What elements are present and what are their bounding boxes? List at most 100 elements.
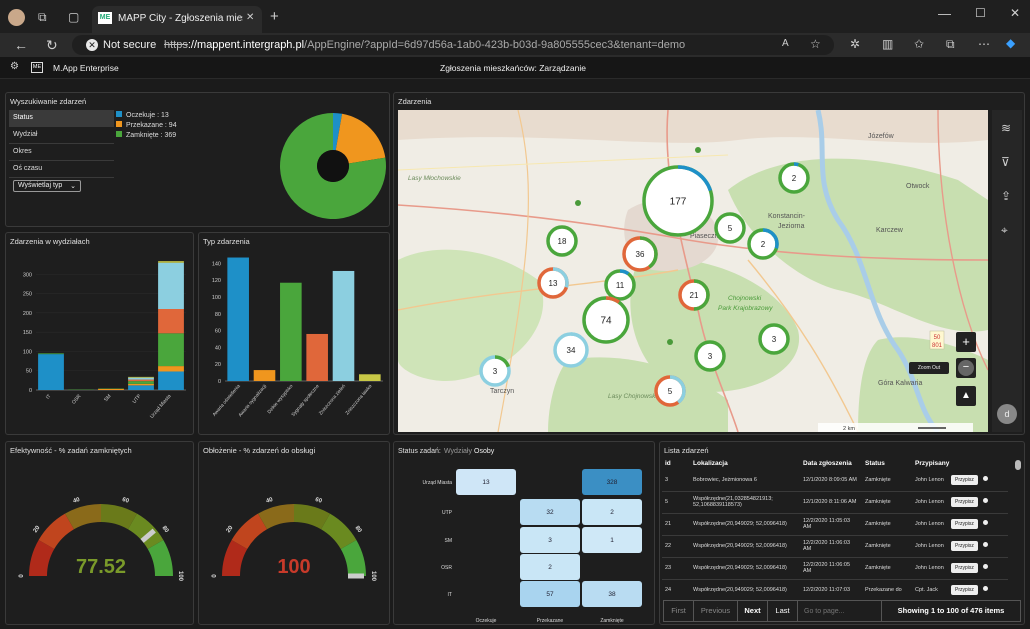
- next-page-button[interactable]: Next: [738, 601, 768, 621]
- column-header[interactable]: Lokalizacja: [693, 460, 728, 467]
- map-cluster[interactable]: 11: [604, 269, 636, 301]
- bar-segment[interactable]: [158, 309, 184, 334]
- bar-segment[interactable]: [158, 333, 184, 367]
- map-cluster[interactable]: 2: [747, 228, 779, 260]
- map-cluster[interactable]: 3: [694, 340, 726, 372]
- tab-departments[interactable]: Wydziały: [444, 448, 472, 455]
- minimize-icon[interactable]: —: [938, 6, 951, 21]
- filter-icon[interactable]: ⊽: [1001, 155, 1010, 169]
- map-cluster[interactable]: 3: [479, 355, 511, 387]
- bar-segment[interactable]: [128, 383, 154, 386]
- bar[interactable]: [227, 257, 249, 381]
- matrix-cell[interactable]: [520, 527, 580, 553]
- matrix-cell[interactable]: [520, 554, 580, 580]
- bar[interactable]: [306, 333, 328, 381]
- reload-icon[interactable]: ↻: [46, 37, 58, 53]
- back-icon[interactable]: ←: [14, 37, 28, 53]
- url-box[interactable]: ✕ Not secure https://mappent.intergraph.…: [72, 35, 834, 55]
- workspaces-icon[interactable]: ⧉: [38, 10, 47, 24]
- go-to-page-input[interactable]: [798, 601, 882, 621]
- search-menu-item[interactable]: Okres: [9, 144, 114, 161]
- profile-avatar[interactable]: [8, 9, 25, 26]
- map-point[interactable]: [667, 339, 673, 345]
- map-cluster[interactable]: 34: [553, 332, 589, 368]
- table-row[interactable]: 21 Współrzędne(20,949029; 52,0096418) 12/2…: [662, 513, 1008, 536]
- matrix-cell[interactable]: [520, 581, 580, 607]
- scrollbar-thumb[interactable]: [1015, 460, 1021, 470]
- map-cluster[interactable]: 13: [537, 267, 569, 299]
- bar-segment[interactable]: [158, 262, 184, 309]
- search-menu-item[interactable]: Status: [9, 110, 114, 127]
- bar-segment[interactable]: [128, 376, 154, 378]
- bar-segment[interactable]: [158, 366, 184, 372]
- column-header[interactable]: Status: [865, 460, 885, 467]
- active-tab[interactable]: ME MAPP City - Zgłoszenia mieszkańc ✕: [92, 6, 262, 33]
- column-header[interactable]: Przypisany: [915, 460, 950, 467]
- bar-segment[interactable]: [38, 353, 64, 355]
- bar-segment[interactable]: [128, 379, 154, 382]
- assign-button[interactable]: Przypisz: [951, 474, 978, 485]
- layers-icon[interactable]: ≋: [1001, 121, 1012, 135]
- assign-button[interactable]: Przypisz: [951, 541, 978, 551]
- not-secure-icon[interactable]: ✕: [86, 39, 98, 51]
- assign-button[interactable]: Przypisz: [951, 519, 978, 529]
- bar[interactable]: [280, 282, 302, 381]
- read-aloud-icon[interactable]: A: [782, 38, 789, 49]
- pie-slice[interactable]: [333, 113, 343, 151]
- type-select[interactable]: Wyświetlaj typ ⌄: [13, 180, 81, 192]
- map-cluster[interactable]: 21: [678, 279, 710, 311]
- tab-people[interactable]: Osoby: [474, 448, 495, 455]
- bar-segment[interactable]: [128, 385, 154, 390]
- map-cluster[interactable]: 18: [546, 225, 578, 257]
- bar-segment[interactable]: [158, 371, 184, 390]
- map-cluster[interactable]: 36: [622, 236, 658, 272]
- pie-slice[interactable]: [280, 113, 386, 219]
- map-cluster[interactable]: 2: [778, 162, 810, 194]
- favorites-icon[interactable]: ✩: [914, 37, 925, 51]
- zoom-out-button[interactable]: −: [956, 358, 976, 378]
- maximize-icon[interactable]: ☐: [975, 6, 986, 20]
- column-header[interactable]: id: [665, 460, 671, 467]
- map-cluster[interactable]: 3: [758, 323, 790, 355]
- map-point[interactable]: [575, 200, 581, 206]
- column-header[interactable]: Data zgłoszenia: [803, 460, 852, 467]
- bar[interactable]: [332, 270, 355, 381]
- previous-page-button[interactable]: Previous: [694, 601, 738, 621]
- assign-button[interactable]: Przypisz: [951, 497, 978, 507]
- matrix-cell[interactable]: [520, 499, 580, 525]
- url-text[interactable]: https://mappent.intergraph.pl/AppEngine/…: [164, 39, 686, 51]
- first-page-button[interactable]: First: [664, 601, 694, 621]
- map-cluster[interactable]: 74: [582, 296, 630, 344]
- bar-segment[interactable]: [128, 381, 154, 384]
- map-cluster[interactable]: 5: [714, 212, 746, 244]
- zoom-in-button[interactable]: +: [956, 332, 976, 352]
- copilot-icon[interactable]: ◆: [1006, 36, 1016, 50]
- bar[interactable]: [359, 374, 381, 381]
- locate-icon[interactable]: ⌖: [1001, 223, 1008, 237]
- new-tab-icon[interactable]: +: [270, 8, 279, 25]
- map-point[interactable]: [695, 147, 701, 153]
- map-cluster[interactable]: 177: [642, 165, 714, 237]
- table-row[interactable]: 24 Współrzędne(20,949029; 52,0096418) 12/2…: [662, 579, 1008, 598]
- split-screen-icon[interactable]: ▥: [882, 37, 894, 51]
- assign-button[interactable]: Przypisz: [951, 563, 978, 573]
- bar[interactable]: [253, 370, 276, 381]
- tab-actions-icon[interactable]: ▢: [68, 10, 80, 24]
- table-row[interactable]: 23 Współrzędne(20,949029; 52,0096418) 12/2…: [662, 557, 1008, 580]
- search-menu-item[interactable]: Oś czasu: [9, 161, 114, 178]
- matrix-cell[interactable]: [582, 469, 642, 495]
- map-canvas[interactable]: Józefów Otwock Konstancin- Jeziorna Karczew P…: [398, 110, 988, 432]
- matrix-cell[interactable]: [456, 469, 516, 495]
- map-cluster[interactable]: 5: [654, 375, 686, 407]
- matrix-cell[interactable]: [582, 499, 642, 525]
- table-row[interactable]: 3 Bobrowiec, Jeżmionowa 6 12/1/2020 8:09:0…: [662, 469, 1008, 492]
- more-menu-icon[interactable]: ⋯: [978, 37, 990, 51]
- table-row[interactable]: 22 Współrzędne(20,949029; 52,0096418) 12/2…: [662, 535, 1008, 558]
- bar-segment[interactable]: [98, 388, 124, 390]
- window-close-icon[interactable]: ✕: [1010, 6, 1021, 20]
- pie-slice[interactable]: [335, 113, 386, 164]
- bar-segment[interactable]: [38, 354, 64, 390]
- north-arrow-button[interactable]: ▲: [956, 386, 976, 406]
- share-icon[interactable]: ⇪: [1001, 189, 1012, 203]
- search-menu-item[interactable]: Wydział: [9, 127, 114, 144]
